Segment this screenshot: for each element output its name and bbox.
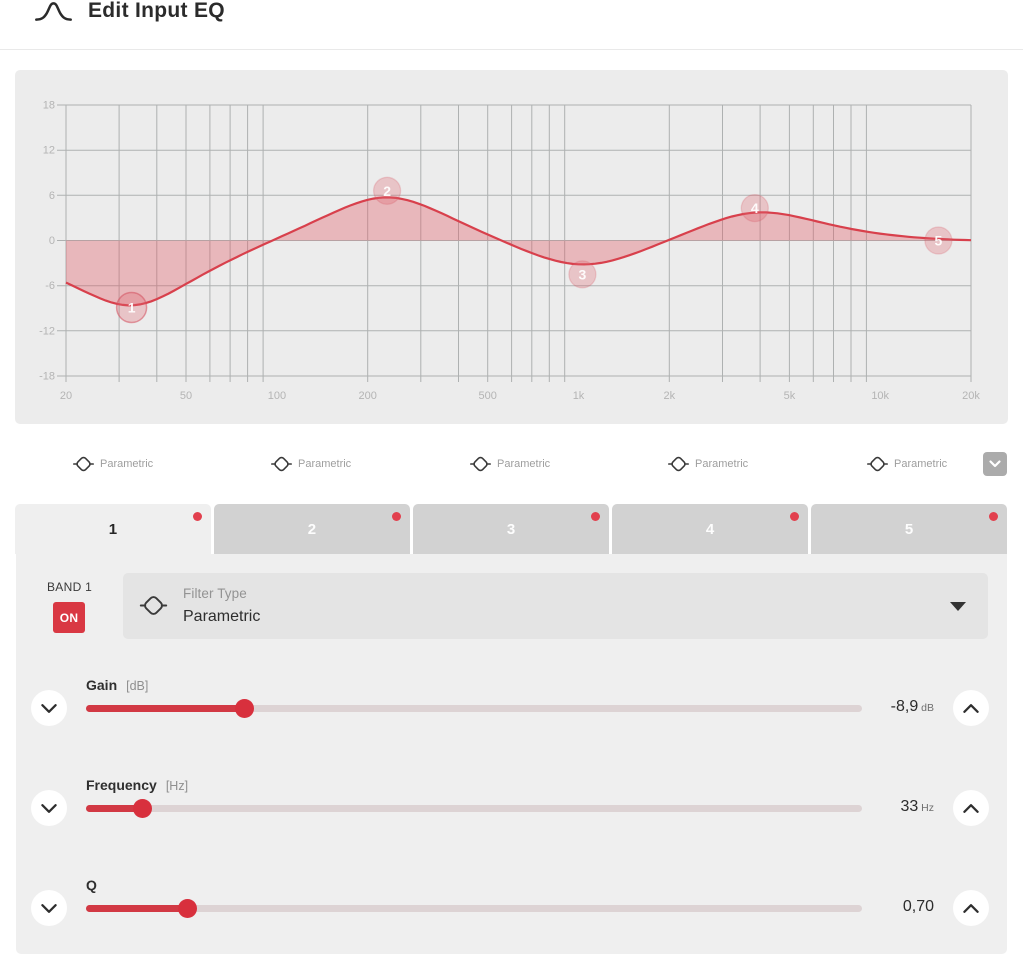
svg-text:6: 6	[49, 190, 55, 202]
svg-text:10k: 10k	[871, 390, 889, 402]
svg-text:12: 12	[43, 145, 55, 157]
svg-text:-6: -6	[45, 280, 55, 292]
svg-text:4: 4	[751, 200, 759, 216]
svg-text:200: 200	[359, 390, 377, 402]
svg-text:50: 50	[180, 390, 192, 402]
svg-text:1: 1	[128, 300, 136, 316]
svg-text:2k: 2k	[663, 390, 675, 402]
svg-text:20: 20	[60, 390, 72, 402]
svg-text:3: 3	[579, 266, 587, 282]
svg-text:-12: -12	[39, 325, 55, 337]
svg-text:500: 500	[479, 390, 497, 402]
svg-text:5k: 5k	[784, 390, 796, 402]
svg-text:1k: 1k	[573, 390, 585, 402]
svg-text:0: 0	[49, 235, 55, 247]
svg-text:100: 100	[268, 390, 286, 402]
svg-text:2: 2	[383, 183, 391, 199]
svg-text:5: 5	[935, 233, 943, 249]
svg-text:-18: -18	[39, 371, 55, 383]
svg-text:18: 18	[43, 100, 55, 112]
svg-text:20k: 20k	[962, 390, 980, 402]
